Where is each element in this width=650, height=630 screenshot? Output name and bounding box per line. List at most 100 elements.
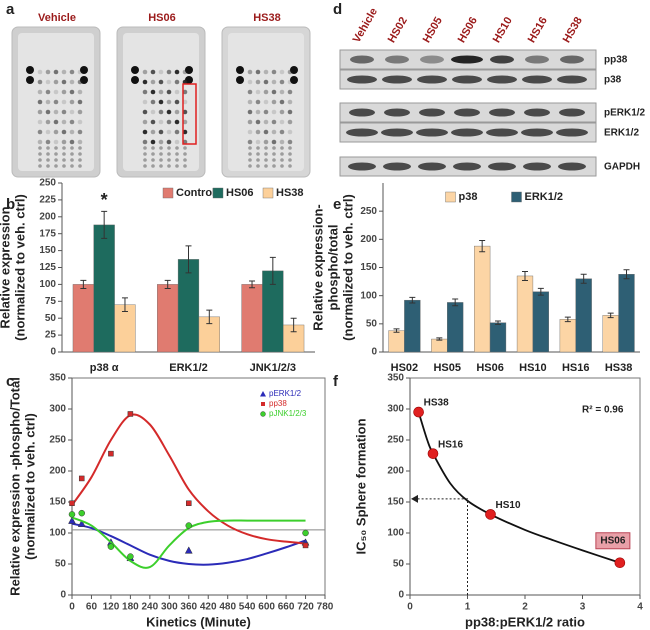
blot-spot — [167, 158, 171, 162]
blot-spot — [287, 79, 293, 85]
blot-spot — [143, 164, 147, 168]
blot-spot — [159, 146, 163, 150]
blot-spot — [77, 79, 83, 85]
blot-spot — [288, 146, 292, 150]
blot-spot — [70, 146, 74, 150]
y-axis-label: (normalized to veh. ctrl) — [12, 194, 27, 341]
blot-spot — [77, 139, 83, 145]
y-tick-label: 50 — [45, 313, 57, 324]
bar — [532, 291, 549, 353]
legend-label: p38 — [459, 191, 478, 203]
panel-letter: d — [333, 1, 342, 18]
bar — [72, 284, 94, 353]
y-tick-label: 100 — [360, 290, 377, 301]
blot-band — [560, 55, 584, 64]
blot-spot — [182, 129, 188, 135]
blot-spot — [174, 109, 180, 115]
y-axis-label: phospho/total — [325, 225, 340, 311]
lane-label: HS05 — [421, 15, 445, 45]
blot-spot — [255, 89, 261, 95]
blot-spot — [77, 129, 83, 135]
blot-spot — [182, 99, 188, 105]
y-tick-label: 150 — [39, 245, 56, 256]
y-tick-label: 225 — [39, 195, 56, 206]
y-tick-label: 250 — [360, 206, 377, 217]
blot-spot — [280, 152, 284, 156]
marker — [107, 543, 115, 550]
blot-band — [416, 128, 448, 137]
blot-spot — [166, 89, 172, 95]
blot-spot — [279, 69, 285, 75]
x-tick-label: HS16 — [562, 362, 590, 374]
blot-spot — [69, 79, 75, 85]
blot-band — [486, 128, 518, 137]
blot-spot — [45, 79, 51, 85]
blot-spot — [143, 158, 147, 162]
blot-spot — [182, 69, 188, 75]
blot-spot — [150, 119, 156, 125]
blot-spot — [158, 139, 164, 145]
y-tick-label: 100 — [49, 528, 66, 539]
x-tick-label: HS05 — [433, 362, 461, 374]
blot-spot — [166, 109, 172, 115]
bar — [93, 224, 115, 353]
blot-spot — [37, 129, 43, 135]
blot-spot — [280, 158, 284, 162]
panel-letter: f — [333, 373, 339, 390]
blot-spot — [143, 152, 147, 156]
blot-spot — [151, 158, 155, 162]
blot-spot — [53, 99, 59, 105]
blot-spot — [247, 99, 253, 105]
blot-spot — [264, 152, 268, 156]
blot-spot — [61, 119, 67, 125]
x-tick-label: 300 — [161, 602, 178, 613]
blot-spot — [142, 109, 148, 115]
blot-spot — [53, 79, 59, 85]
blot-spot — [263, 89, 269, 95]
blot-spot — [174, 99, 180, 105]
blot-spot — [290, 76, 298, 84]
marker — [127, 411, 134, 417]
blot-spot — [53, 139, 59, 145]
blot-spot — [158, 69, 164, 75]
blot-spot — [166, 99, 172, 105]
lane-label: HS10 — [491, 15, 515, 45]
legend-swatch — [262, 187, 274, 199]
y-tick-label: 150 — [49, 497, 66, 508]
legend-label: pERK1/2 — [269, 389, 302, 398]
blot-spot — [151, 146, 155, 150]
blot-spot — [182, 119, 188, 125]
blot-spot — [38, 146, 42, 150]
blot-spot — [272, 164, 276, 168]
error-bar — [249, 280, 256, 289]
marker — [78, 475, 85, 482]
blot-spot — [264, 164, 268, 168]
error-bar — [206, 309, 213, 325]
y-tick-label: 200 — [387, 466, 404, 477]
fit-curve — [417, 411, 621, 564]
x-tick-label: 2 — [522, 602, 528, 613]
blot-spot — [150, 79, 156, 85]
x-tick-label: JNK1/2/3 — [250, 362, 296, 374]
error-bar — [185, 245, 192, 274]
point — [427, 448, 439, 459]
blot-spot — [167, 164, 171, 168]
blot-band — [385, 55, 409, 64]
blot-band — [419, 108, 445, 117]
x-tick-label: 360 — [180, 602, 197, 613]
x-tick-label: 600 — [258, 602, 275, 613]
blot-spot — [167, 146, 171, 150]
panel-letter: c — [6, 373, 14, 390]
blot-spot — [256, 152, 260, 156]
blot-band — [521, 128, 553, 137]
blot-spot — [247, 69, 253, 75]
y-tick-label: 300 — [387, 404, 404, 415]
bar — [618, 274, 635, 353]
x-tick-label: HS02 — [391, 362, 419, 374]
x-tick-label: 660 — [278, 602, 295, 613]
blot-spot — [150, 89, 156, 95]
blot-spot — [263, 109, 269, 115]
blot-spot — [287, 139, 293, 145]
x-tick-label: 4 — [637, 602, 643, 613]
marker — [68, 516, 76, 524]
